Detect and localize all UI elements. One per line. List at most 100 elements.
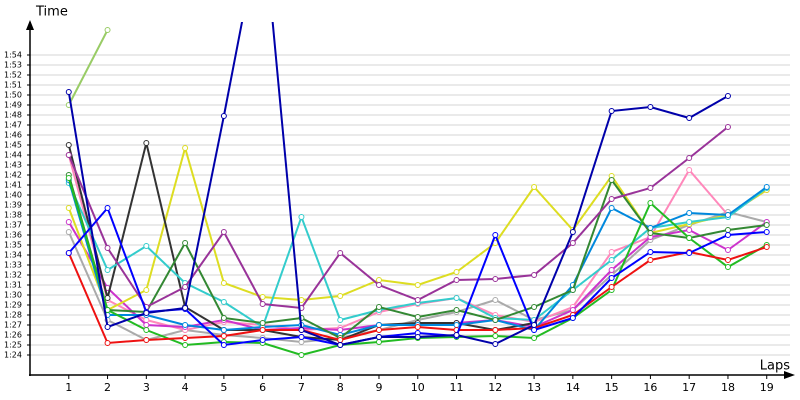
y-tick-label: 1:30 [4,291,22,300]
x-tick-label: 12 [488,381,502,394]
y-tick-label: 1:37 [4,221,22,230]
y-tick-label: 1:51 [4,81,22,90]
data-point [65,250,72,256]
data-point [608,177,615,183]
data-point [375,327,382,333]
x-tick-label: 8 [337,381,344,394]
data-point [647,104,654,110]
data-point [569,315,576,321]
data-point [492,327,499,333]
y-tick-label: 1:32 [4,271,22,280]
data-point [686,250,693,256]
data-point [182,322,189,328]
data-point [492,297,499,303]
x-tick-label: 7 [298,381,305,394]
x-tick-label: 10 [411,381,425,394]
data-point [143,140,150,146]
data-point [298,339,305,345]
data-point [65,175,72,181]
data-point [414,314,421,320]
data-point [531,335,538,341]
series-line [67,126,729,310]
data-point [65,89,72,95]
data-point [763,229,770,235]
y-tick-label: 1:52 [4,71,22,80]
y-tick-label: 1:27 [4,321,22,330]
data-point [453,322,460,328]
x-tick-label: 13 [527,381,541,394]
data-point [531,272,538,278]
x-tick-label: 1 [65,381,72,394]
x-tick-label: 15 [605,381,619,394]
data-point [492,333,499,339]
data-point [647,185,654,191]
data-point [492,317,499,323]
data-point [220,299,227,305]
data-point [724,124,731,130]
data-point [220,113,227,119]
x-tick-label: 4 [182,381,189,394]
data-point [492,232,499,238]
data-point [647,257,654,263]
data-point [143,243,150,249]
data-point [531,184,538,190]
data-point [104,295,111,301]
data-point [686,210,693,216]
data-point [220,333,227,339]
data-point [492,276,499,282]
x-axis-title: Laps [760,359,790,374]
data-point [686,155,693,161]
y-tick-label: 1:34 [4,251,22,260]
data-point [182,240,189,246]
y-tick-label: 1:28 [4,311,22,320]
plot-area [65,22,770,358]
data-point [724,93,731,99]
data-point [531,327,538,333]
y-axis-arrow [26,20,34,30]
data-point [569,240,576,246]
data-point [686,227,693,233]
data-point [220,280,227,286]
y-tick-label: 1:49 [4,101,22,110]
data-point [608,267,615,273]
data-point [375,322,382,328]
y-tick-label: 1:31 [4,281,22,290]
data-point [65,229,72,235]
data-point [298,352,305,358]
series-line [67,22,729,347]
data-point [182,342,189,348]
data-point [531,304,538,310]
data-point [337,337,344,343]
data-point [608,284,615,290]
data-point [724,212,731,218]
x-tick-label: 16 [643,381,657,394]
y-tick-label: 1:38 [4,211,22,220]
y-tick-label: 1:33 [4,261,22,270]
y-tick-label: 1:42 [4,171,22,180]
data-point [686,115,693,121]
y-tick-label: 1:50 [4,91,22,100]
data-point [647,230,654,236]
data-point [182,145,189,151]
data-point [686,167,693,173]
y-tick-label: 1:54 [4,51,22,60]
data-point [647,200,654,206]
data-point [531,322,538,328]
y-tick-label: 1:41 [4,181,22,190]
data-point [65,205,72,211]
x-tick-label: 2 [104,381,111,394]
series-line [67,29,109,106]
y-tick-label: 1:35 [4,241,22,250]
y-tick-label: 1:26 [4,331,22,340]
data-point [686,219,693,225]
data-point [298,327,305,333]
x-tick-label: 3 [143,381,150,394]
data-point [375,304,382,310]
data-point [608,249,615,255]
data-point [414,324,421,330]
data-point [298,214,305,220]
y-tick-label: 1:53 [4,61,22,70]
x-tick-label: 9 [375,381,382,394]
data-point [182,284,189,290]
